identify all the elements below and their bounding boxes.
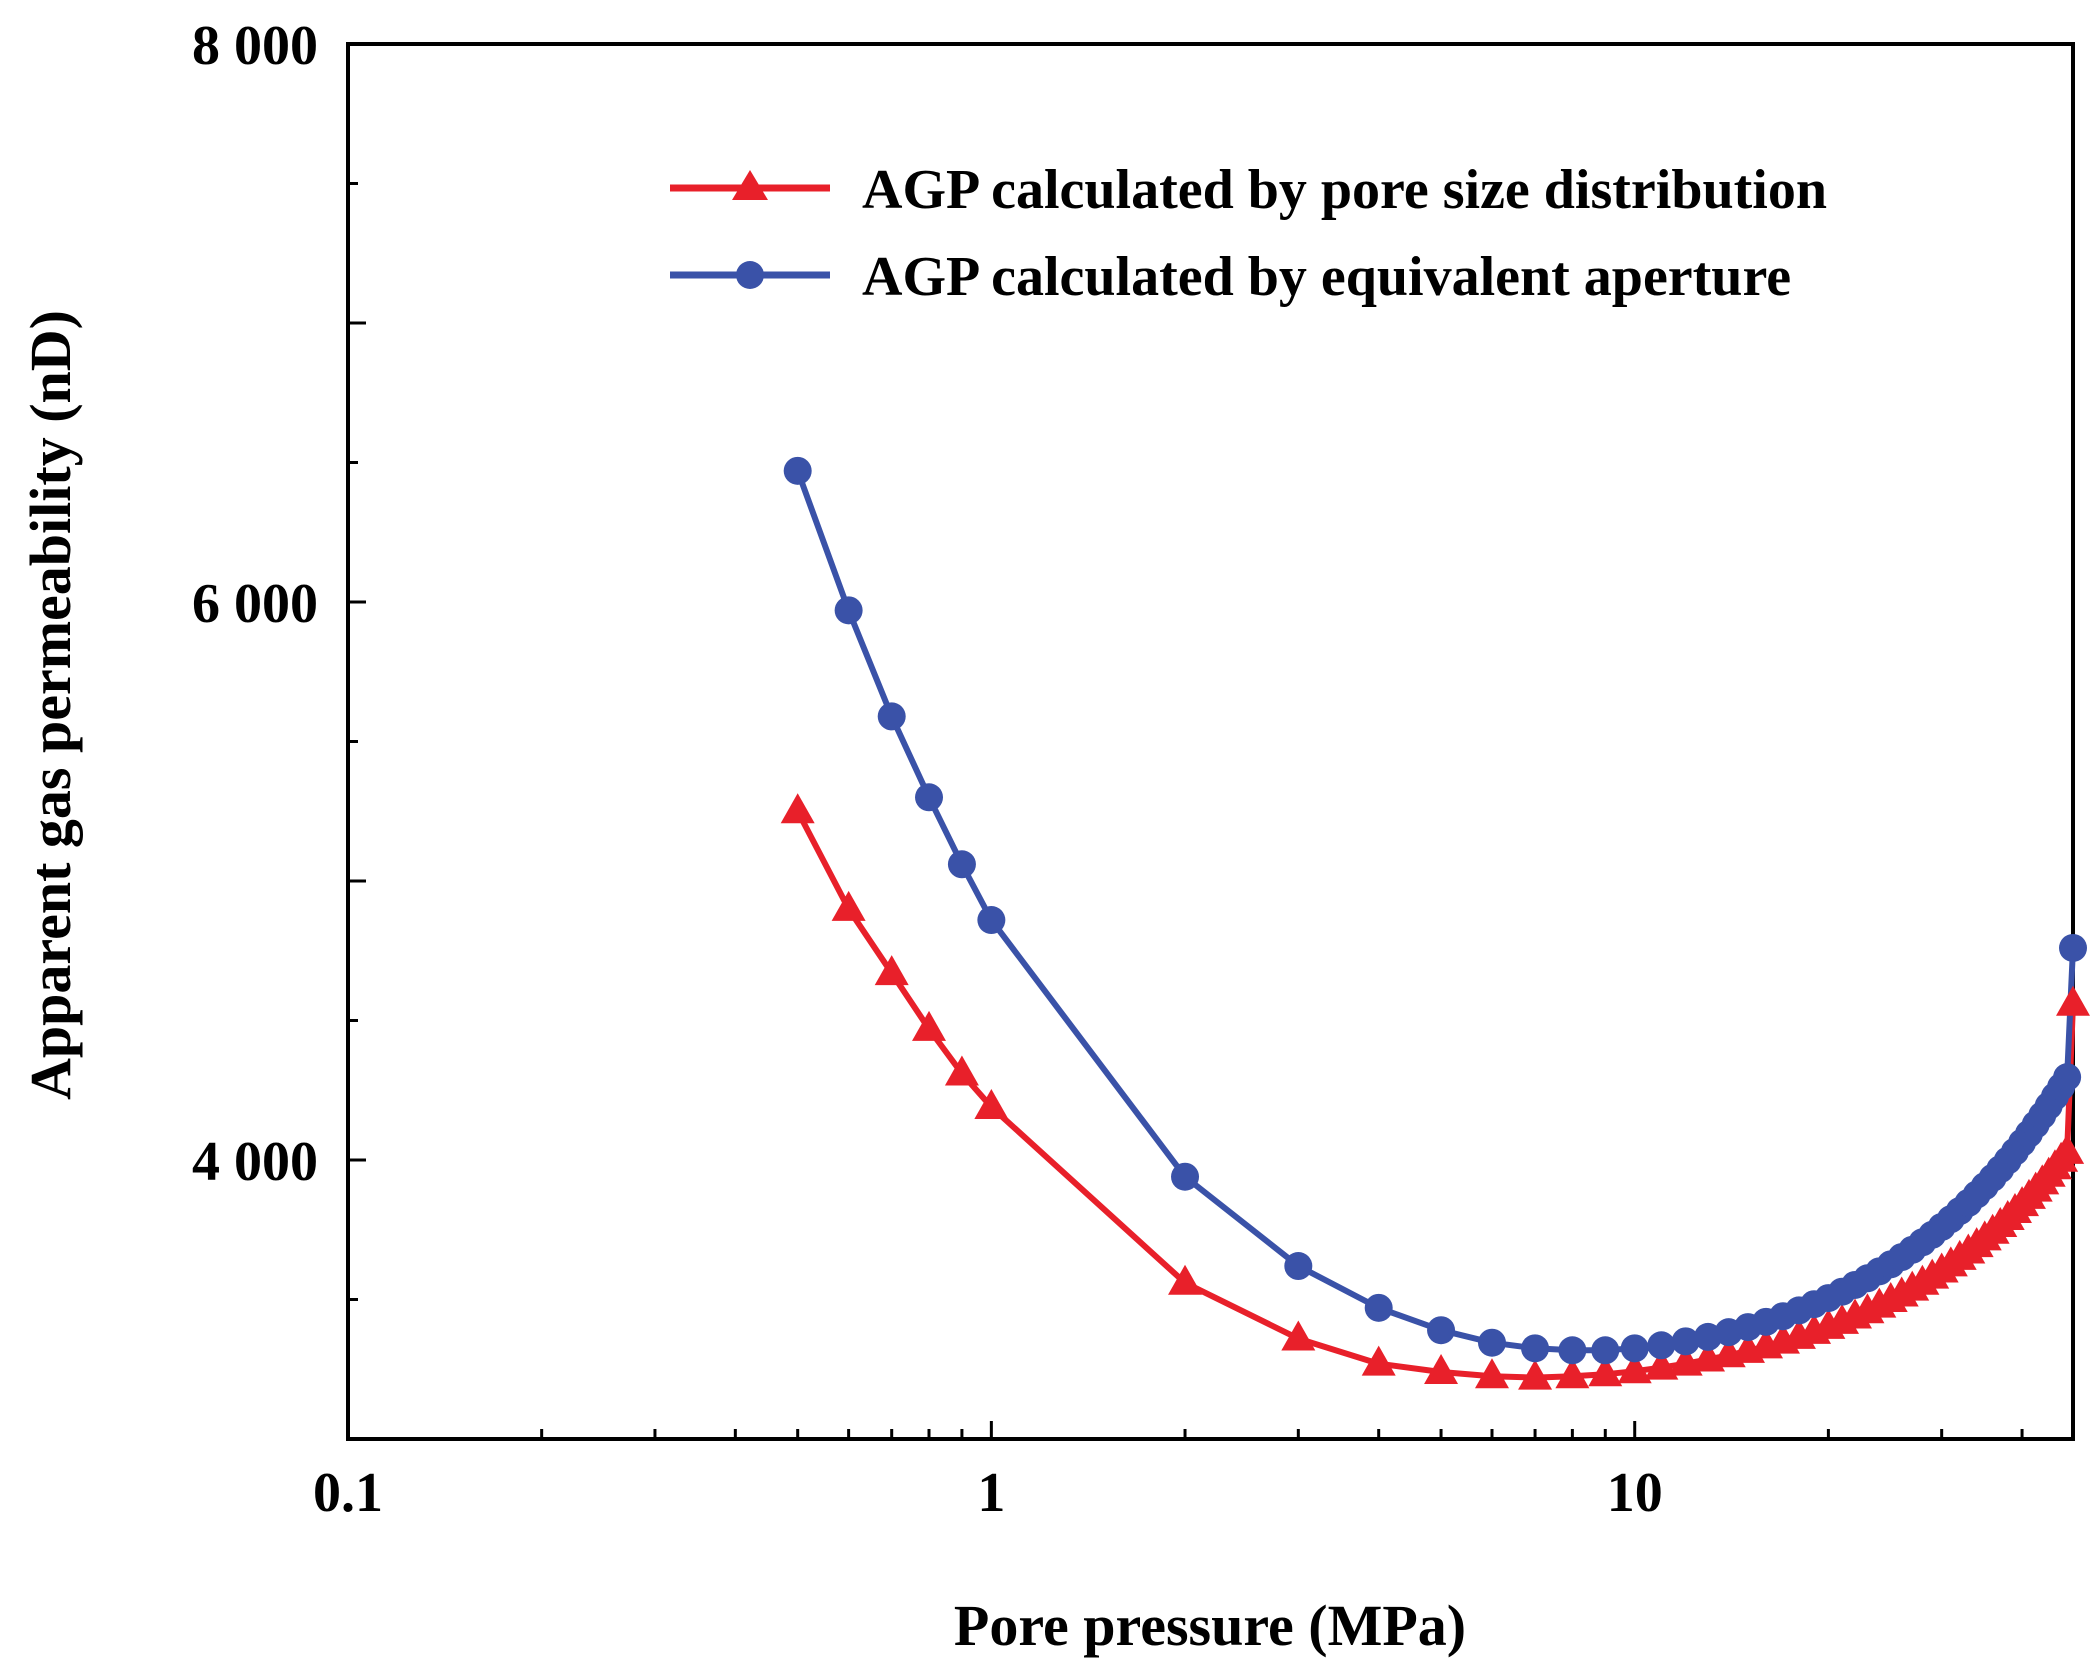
legend: AGP calculated by pore size distribution…: [670, 159, 1827, 308]
triangle-data-point: [1555, 1358, 1590, 1389]
circle-data-point: [2053, 1063, 2082, 1092]
triangle-data-point: [912, 1010, 947, 1041]
triangle-data-point: [1168, 1264, 1203, 1295]
triangle-data-point: [831, 890, 866, 921]
triangle-data-point: [1474, 1358, 1509, 1389]
y-tick-label: 4 000: [192, 1131, 318, 1193]
circle-data-point: [783, 456, 812, 485]
circle-data-point: [2059, 933, 2087, 962]
circle-data-point: [1671, 1327, 1700, 1356]
x-tick-label: 0.1: [313, 1462, 383, 1524]
triangle-data-point: [780, 793, 815, 824]
triangle-data-point: [1644, 1349, 1679, 1380]
triangle-data-point: [1617, 1353, 1652, 1384]
circle-data-point: [1364, 1293, 1393, 1322]
triangle-data-point: [944, 1055, 979, 1086]
triangle-data-point: [2056, 985, 2090, 1016]
legend-label-equivalent-aperture: AGP calculated by equivalent aperture: [862, 246, 1791, 308]
circle-data-point: [1591, 1336, 1620, 1365]
circle-data-point: [915, 783, 944, 812]
triangle-data-point: [1361, 1345, 1396, 1376]
legend-marker-triangle: [732, 170, 768, 200]
circle-data-point: [1171, 1162, 1200, 1191]
y-tick-label: 8 000: [192, 15, 318, 77]
circle-data-point: [834, 596, 863, 625]
x-tick-label: 1: [977, 1462, 1005, 1524]
triangle-data-point: [974, 1088, 1009, 1119]
circle-data-point: [1427, 1316, 1456, 1345]
circle-data-point: [1521, 1334, 1550, 1363]
circle-data-point: [977, 906, 1006, 935]
circle-data-point: [1477, 1328, 1506, 1357]
triangle-data-point: [1518, 1359, 1553, 1390]
circle-data-point: [1558, 1336, 1587, 1365]
circle-data-point: [1647, 1331, 1676, 1360]
triangle-data-point: [1281, 1320, 1316, 1351]
x-tick-label: 10: [1607, 1462, 1663, 1524]
y-axis-title: Apparent gas permeability (nD): [18, 310, 83, 1100]
y-tick-label: 6 000: [192, 573, 318, 635]
triangle-data-point: [2050, 1133, 2085, 1164]
circle-data-point: [1284, 1252, 1313, 1281]
circle-data-point: [877, 702, 906, 731]
circle-data-point: [947, 850, 976, 879]
triangle-data-point: [1588, 1356, 1623, 1387]
triangle-data-point: [1424, 1354, 1459, 1385]
legend-label-pore-size: AGP calculated by pore size distribution: [862, 159, 1827, 221]
x-axis-title: Pore pressure (MPa): [954, 1593, 1466, 1658]
triangle-data-point: [874, 955, 909, 986]
circle-data-point: [1620, 1334, 1649, 1363]
legend-marker-circle: [736, 261, 764, 289]
